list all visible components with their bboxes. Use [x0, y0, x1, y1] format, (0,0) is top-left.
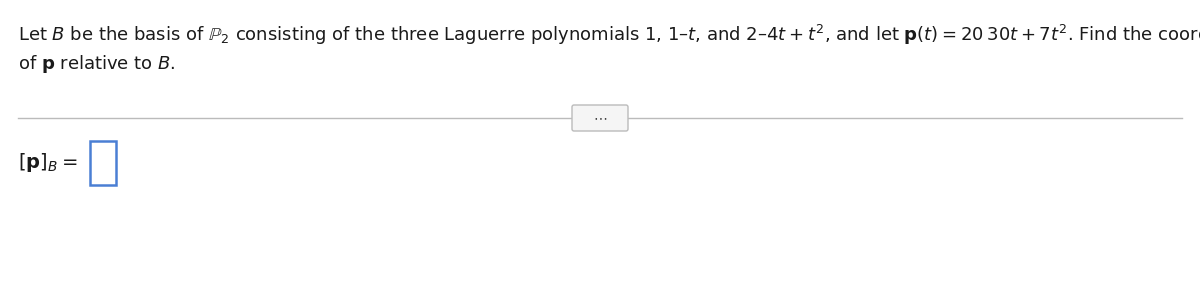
FancyBboxPatch shape — [572, 105, 628, 131]
Text: of $\mathbf{p}$ relative to $B$.: of $\mathbf{p}$ relative to $B$. — [18, 53, 175, 75]
Text: ⋯: ⋯ — [593, 111, 607, 125]
Bar — [90, 141, 116, 185]
Text: $[\mathbf{p}]_B =$: $[\mathbf{p}]_B =$ — [18, 151, 78, 175]
Text: Let $B$ be the basis of $\mathbb{P}_2$ consisting of the three Laguerre polynomi: Let $B$ be the basis of $\mathbb{P}_2$ c… — [18, 23, 1200, 47]
